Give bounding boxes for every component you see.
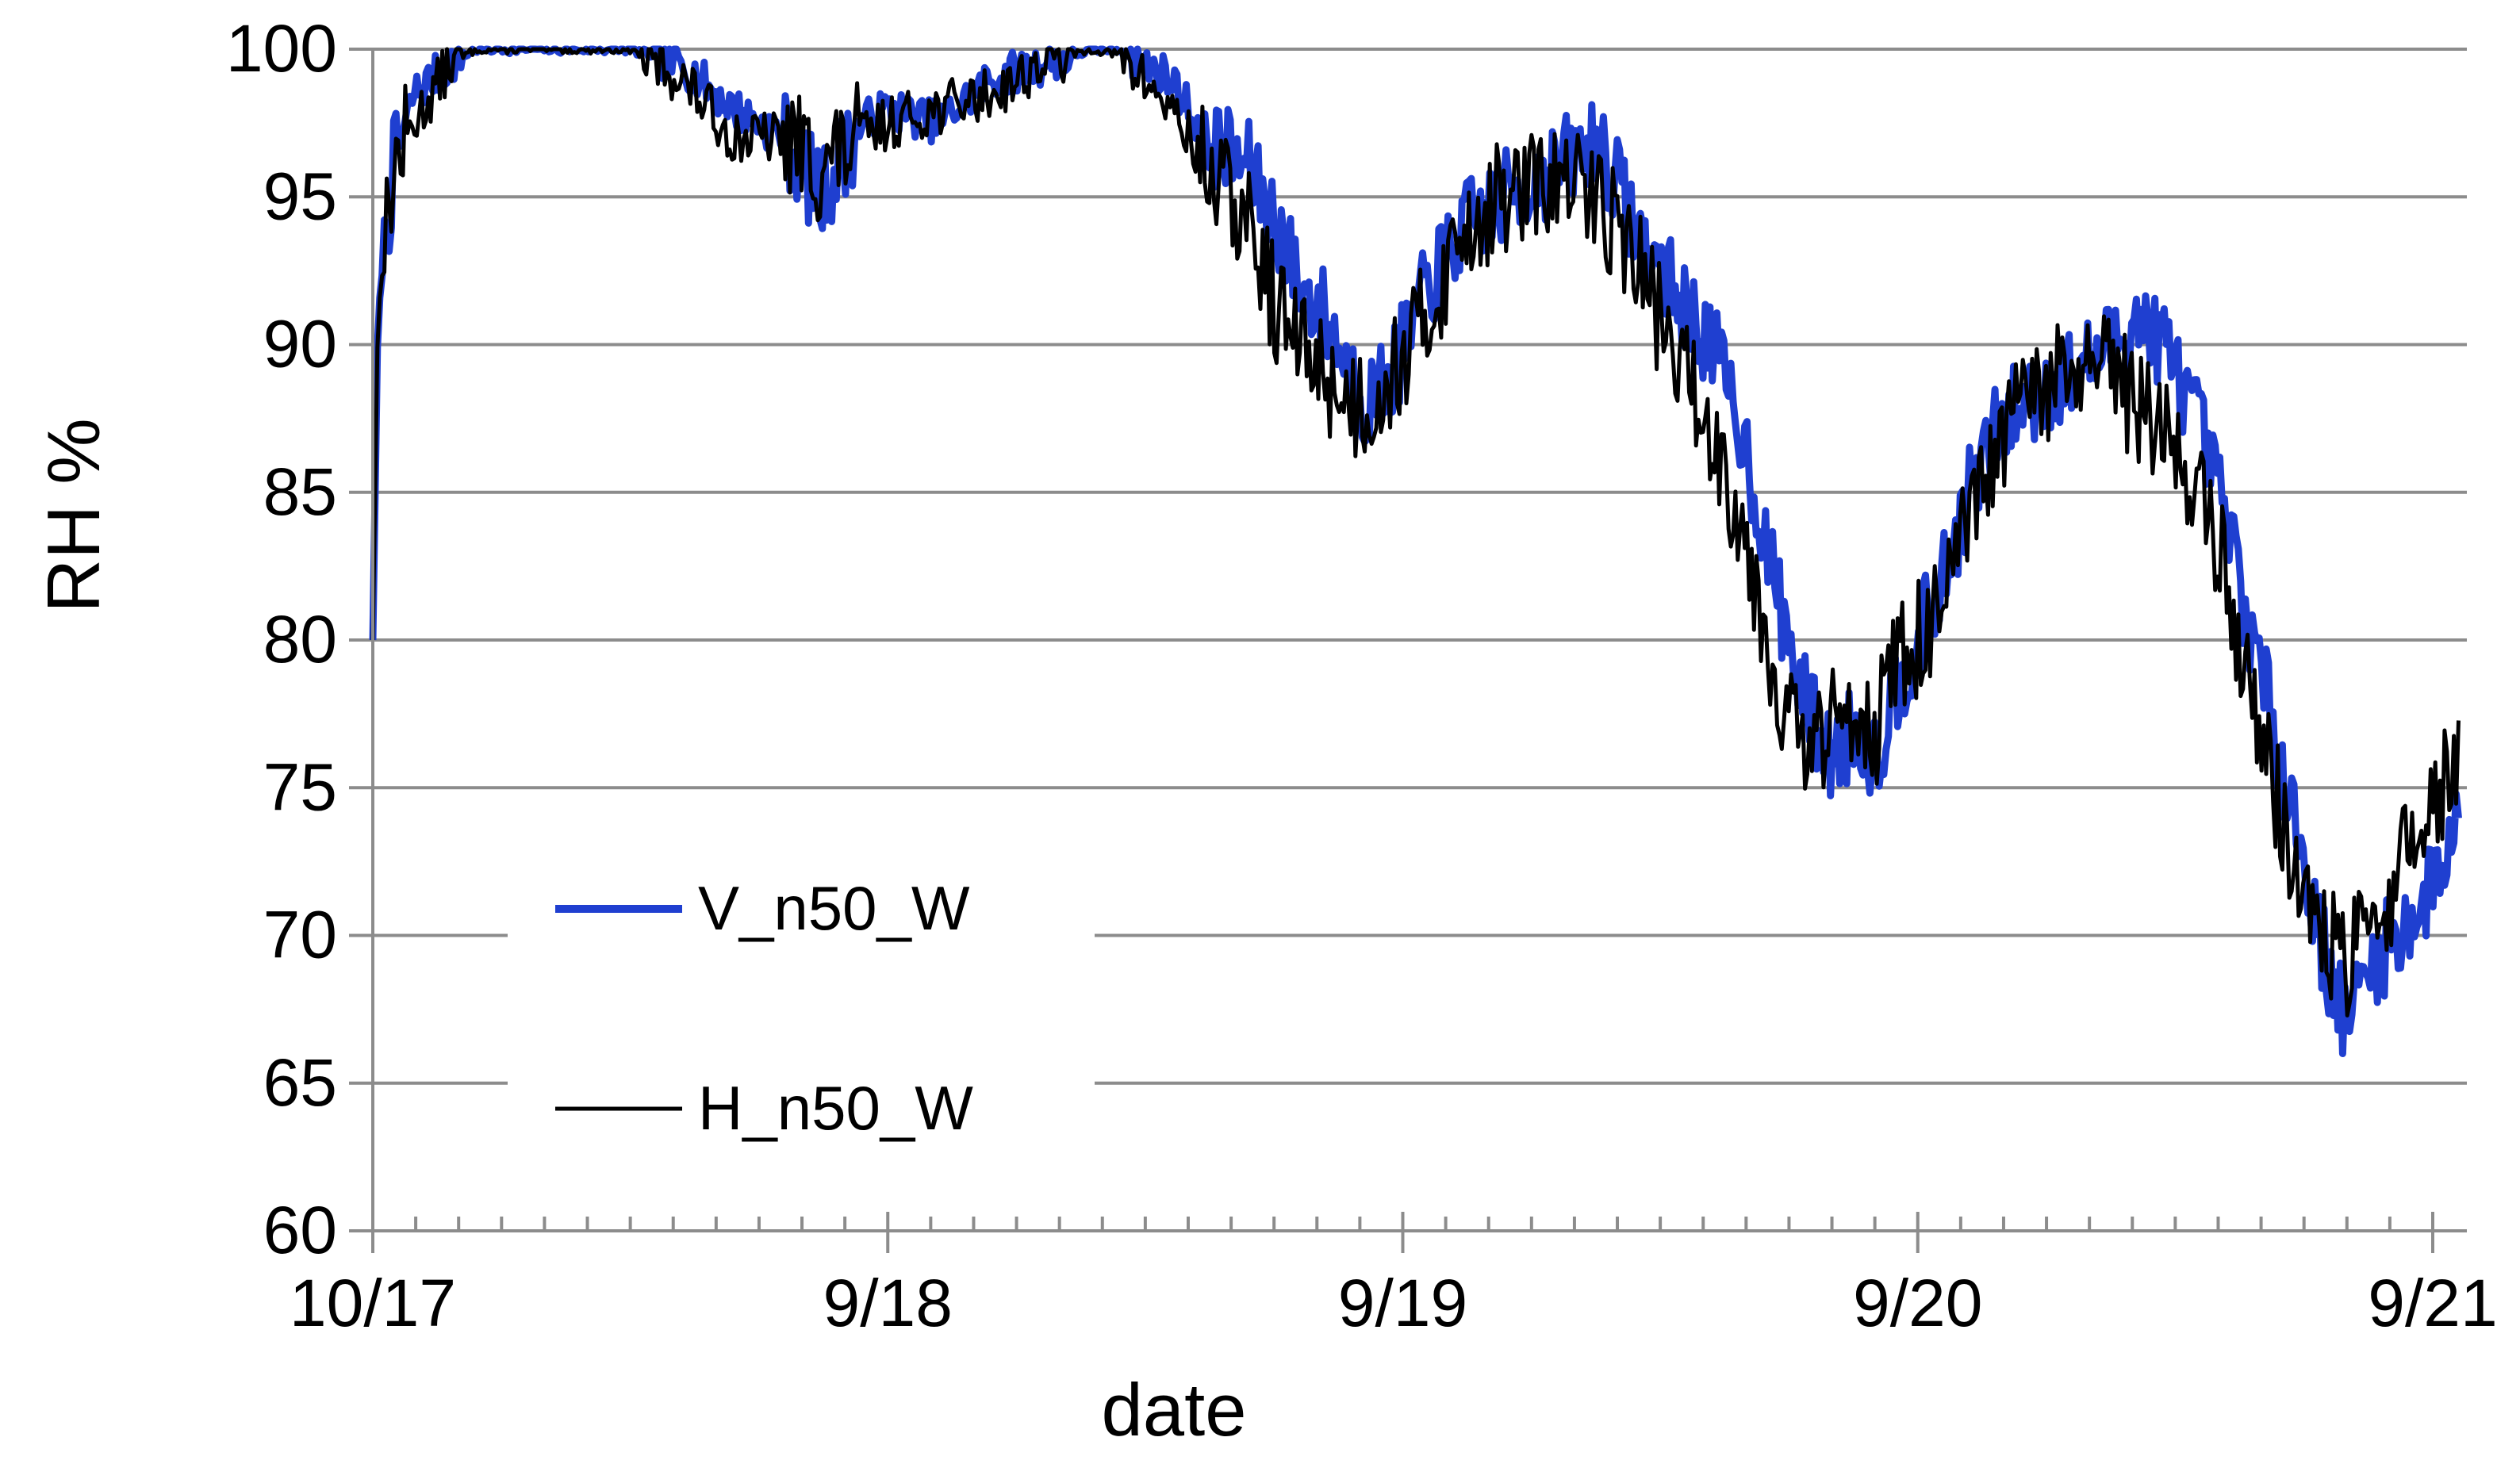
x-tick-label-9-19: 9/19 bbox=[1338, 1266, 1468, 1340]
y-tick-label-70: 70 bbox=[263, 898, 337, 972]
y-tick-label-60: 60 bbox=[263, 1193, 337, 1267]
axes bbox=[371, 49, 2467, 1253]
y-tick-label-90: 90 bbox=[263, 307, 337, 381]
series-line-h-n50-w bbox=[370, 47, 2461, 1018]
legend-label-v-n50-w: V_n50_W bbox=[698, 873, 970, 943]
x-tick-label-10-17: 10/17 bbox=[290, 1266, 456, 1340]
series-lines bbox=[369, 45, 2462, 1057]
y-tick-label-95: 95 bbox=[263, 159, 337, 233]
y-tick-label-80: 80 bbox=[263, 602, 337, 676]
legend: V_n50_W H_n50_W bbox=[508, 853, 1095, 1146]
x-tick-label-9-21: 9/21 bbox=[2368, 1266, 2498, 1340]
legend-label-h-n50-w: H_n50_W bbox=[698, 1073, 973, 1143]
legend-background bbox=[508, 853, 1095, 1146]
x-tick-labels: 10/17 9/18 9/19 9/20 9/21 bbox=[290, 1266, 2498, 1340]
x-tick-label-9-20: 9/20 bbox=[1853, 1266, 1983, 1340]
y-tick-label-65: 65 bbox=[263, 1045, 337, 1120]
x-axis-title: date bbox=[1102, 1368, 1247, 1451]
x-tick-label-9-18: 9/18 bbox=[823, 1266, 953, 1340]
y-axis-title: RH % bbox=[32, 418, 115, 612]
y-tick-labels: 60 65 70 75 80 85 90 95 100 bbox=[226, 11, 337, 1267]
y-tick-label-75: 75 bbox=[263, 749, 337, 824]
y-tick-label-85: 85 bbox=[263, 454, 337, 529]
y-tick-label-100: 100 bbox=[226, 11, 337, 86]
